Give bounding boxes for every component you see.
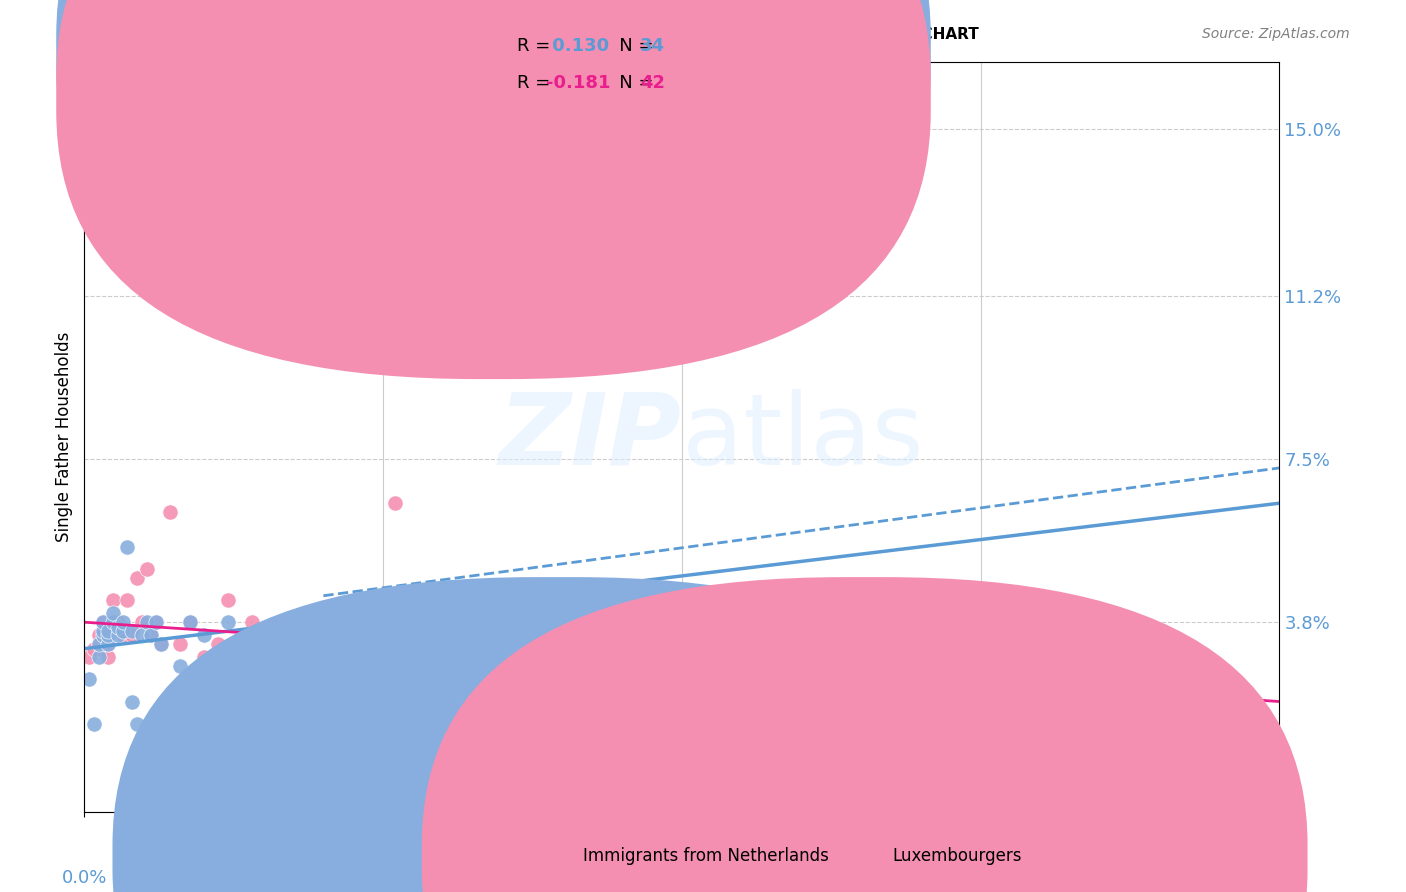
Point: [107, 628, 129, 642]
Point: [360, 615, 382, 630]
Point: [93, 615, 115, 630]
Point: [141, 628, 163, 642]
Point: [551, 637, 574, 651]
Point: [77, 673, 100, 687]
Point: [207, 637, 229, 651]
Point: [107, 615, 129, 630]
Point: [87, 637, 110, 651]
Point: [145, 615, 167, 630]
Point: [360, 637, 382, 651]
Point: [790, 739, 813, 753]
Point: [149, 637, 172, 651]
Point: [93, 628, 115, 642]
Point: [131, 615, 153, 630]
Point: [169, 659, 191, 673]
Text: Luxembourgers: Luxembourgers: [893, 847, 1022, 865]
Point: [93, 641, 115, 656]
Point: [83, 641, 105, 656]
Point: [101, 593, 124, 607]
Point: [135, 562, 157, 576]
Point: [97, 637, 120, 651]
Text: 42: 42: [640, 74, 665, 92]
Point: [121, 694, 143, 708]
Point: [179, 615, 201, 630]
Point: [97, 650, 120, 665]
Point: [217, 615, 239, 630]
Point: [111, 624, 134, 638]
Y-axis label: Single Father Households: Single Father Households: [55, 332, 73, 542]
Point: [87, 637, 110, 651]
Point: [231, 637, 253, 651]
Point: [117, 624, 139, 638]
Text: atlas: atlas: [682, 389, 924, 485]
Text: N =: N =: [602, 37, 659, 55]
Point: [97, 628, 120, 642]
Point: [97, 624, 120, 638]
Text: Source: ZipAtlas.com: Source: ZipAtlas.com: [1202, 27, 1350, 41]
Point: [302, 210, 325, 224]
Point: [107, 619, 129, 633]
Point: [125, 571, 148, 585]
Point: [503, 650, 526, 665]
Point: [145, 615, 167, 630]
Text: 0.130: 0.130: [546, 37, 609, 55]
Point: [111, 615, 134, 630]
Point: [1029, 615, 1052, 630]
Point: [408, 615, 430, 630]
Point: [93, 615, 115, 630]
Point: [135, 615, 157, 630]
Point: [179, 615, 201, 630]
Point: [117, 541, 139, 555]
Point: [456, 637, 478, 651]
Text: ZIP: ZIP: [499, 389, 682, 485]
Point: [790, 615, 813, 630]
Point: [217, 593, 239, 607]
Point: [83, 716, 105, 731]
Point: [121, 628, 143, 642]
Point: [169, 637, 191, 651]
Point: [264, 298, 287, 312]
Point: [288, 615, 311, 630]
Text: R =: R =: [517, 74, 557, 92]
Point: [141, 628, 163, 642]
Point: [336, 628, 359, 642]
Point: [240, 615, 263, 630]
Text: R =: R =: [517, 37, 557, 55]
Point: [312, 637, 335, 651]
Point: [226, 659, 249, 673]
Text: 34: 34: [640, 37, 665, 55]
Point: [121, 624, 143, 638]
Point: [149, 637, 172, 651]
Point: [384, 496, 406, 510]
Point: [93, 624, 115, 638]
Point: [527, 659, 550, 673]
Point: [97, 637, 120, 651]
Point: [111, 628, 134, 642]
Point: [131, 628, 153, 642]
Point: [117, 593, 139, 607]
Point: [87, 628, 110, 642]
Text: IMMIGRANTS FROM NETHERLANDS VS LUXEMBOURGER SINGLE FATHER HOUSEHOLDS CORRELATION: IMMIGRANTS FROM NETHERLANDS VS LUXEMBOUR…: [56, 27, 979, 42]
Point: [101, 615, 124, 630]
Text: 25.0%: 25.0%: [1251, 869, 1308, 887]
Point: [159, 505, 181, 519]
Point: [87, 650, 110, 665]
Text: 0.0%: 0.0%: [62, 869, 107, 887]
Point: [101, 607, 124, 621]
Point: [193, 628, 215, 642]
Text: -0.181: -0.181: [546, 74, 610, 92]
Text: Immigrants from Netherlands: Immigrants from Netherlands: [583, 847, 830, 865]
Point: [101, 615, 124, 630]
Point: [193, 650, 215, 665]
Point: [77, 650, 100, 665]
Point: [264, 628, 287, 642]
Text: N =: N =: [602, 74, 659, 92]
Point: [125, 716, 148, 731]
